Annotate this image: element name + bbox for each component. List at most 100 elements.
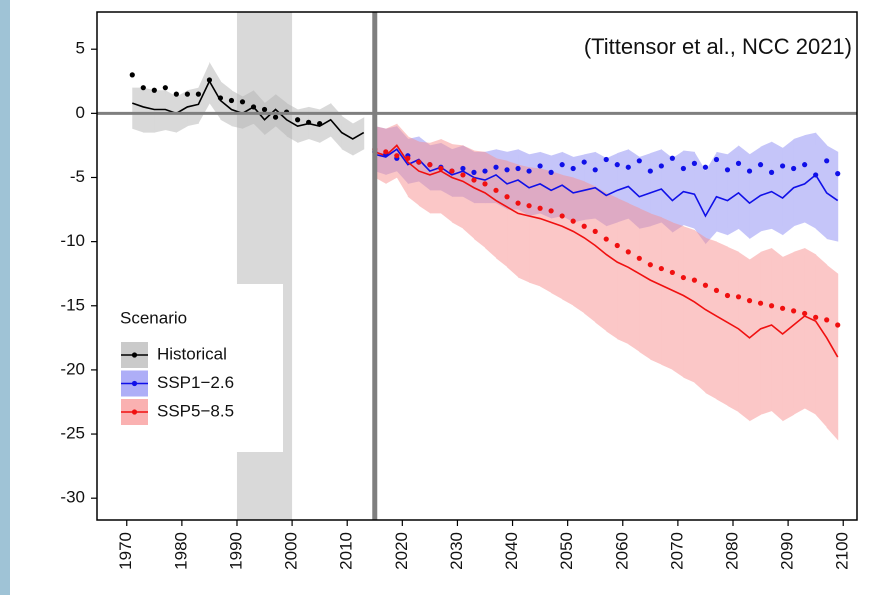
band-segment [694,230,706,393]
plot-area: 50-5-10-15-20-25-30197019801990200020102… [60,12,857,570]
band-segment [772,248,784,421]
data-point [383,149,388,154]
y-tick-label: -20 [60,359,85,378]
y-tick-label: 0 [76,103,85,122]
band-segment [794,248,806,415]
data-point [714,157,719,162]
data-point [526,168,531,173]
y-tick-label: 5 [76,39,85,58]
data-point [648,168,653,173]
data-point [493,165,498,170]
band-segment [716,242,728,406]
data-point [515,166,520,171]
data-point [471,177,476,182]
data-point [648,262,653,267]
data-point [571,219,576,224]
band-segment [761,142,773,232]
data-point [394,153,399,158]
x-tick-label: 2020 [392,532,411,570]
band-segment [683,226,695,383]
legend-dot [132,352,137,357]
y-tick-label: -5 [70,167,85,186]
data-point [571,166,576,171]
band-segment [584,181,596,322]
data-point [582,224,587,229]
data-point [229,98,234,103]
data-point [703,165,708,170]
data-point [471,170,476,175]
band-segment [827,265,839,441]
band-segment [639,208,651,359]
data-point [560,213,565,218]
data-point [681,166,686,171]
x-tick-label: 2040 [502,532,521,570]
data-point [593,167,598,172]
data-point [273,115,278,120]
band-segment [727,145,739,235]
data-point [593,229,598,234]
data-point [758,301,763,306]
data-point [813,172,818,177]
band-segment [794,135,806,226]
band-segment [474,151,486,248]
y-tick-label: -15 [60,295,85,314]
x-tick-label: 1990 [226,532,245,570]
data-point [626,165,631,170]
page: {"chart_data": { "type": "line", "annota… [0,0,889,595]
data-point [824,317,829,322]
data-point [769,170,774,175]
data-point [538,206,543,211]
band-segment [739,145,751,239]
band-segment [154,90,166,132]
data-point [813,315,818,320]
data-point [780,163,785,168]
band-segment [750,147,762,239]
band-segment [562,175,574,306]
data-point [185,92,190,97]
data-point [482,168,487,173]
data-point [295,117,300,122]
band-segment [805,248,817,415]
data-point [747,298,752,303]
data-point [493,188,498,193]
data-point [427,162,432,167]
band-segment [783,252,795,421]
band-segment [220,81,232,126]
annotation: (Tittensor et al., NCC 2021) [584,34,852,59]
data-point [791,166,796,171]
data-point [637,256,642,261]
x-tick-label: 1970 [116,532,135,570]
band-segment [727,247,739,412]
data-point [714,288,719,293]
legend-label: Historical [157,344,227,363]
x-tick-label: 2000 [282,532,301,570]
band-segment [595,186,607,331]
data-point [824,158,829,163]
band-segment [650,213,662,364]
band-segment [606,193,618,339]
data-point [141,85,146,90]
data-point [615,243,620,248]
data-point [780,306,785,311]
data-point [615,162,620,167]
data-point [582,159,587,164]
data-point [791,308,796,313]
data-point [306,120,311,125]
data-point [747,168,752,173]
band-segment [772,142,784,236]
y-tick-label: -10 [60,231,85,250]
band-segment [783,139,795,235]
x-tick-label: 2080 [722,532,741,570]
data-point [692,161,697,166]
band-segment [661,217,673,370]
data-point [670,156,675,161]
data-point [438,166,443,171]
y-tick-label: -25 [60,424,85,443]
data-point [835,322,840,327]
data-point [504,167,509,172]
band-segment [573,177,585,313]
data-point [670,270,675,275]
x-tick-label: 2090 [778,532,797,570]
band-segment [430,139,442,213]
